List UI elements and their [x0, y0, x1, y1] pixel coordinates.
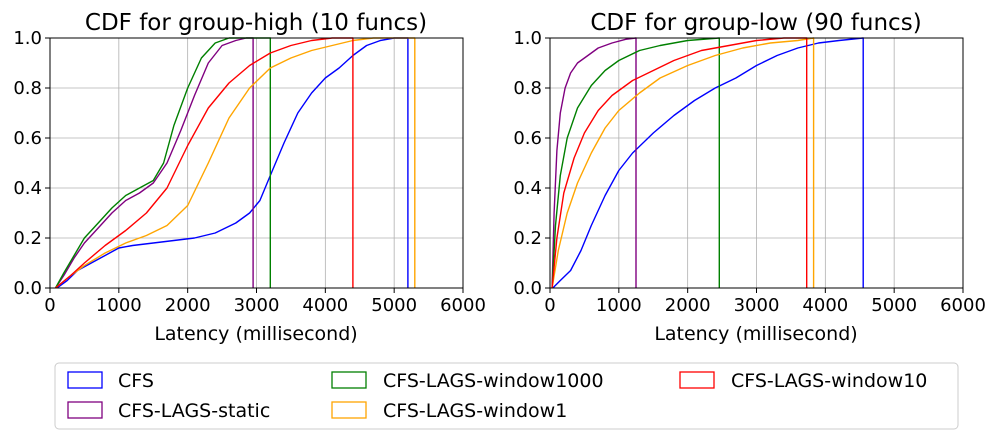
x-axis-label: Latency (millisecond) — [154, 323, 357, 345]
series-line-cfs-lags-static — [551, 37, 637, 289]
legend-entry: CFS-LAGS-window10 — [679, 370, 927, 392]
series-line-cfs — [552, 37, 864, 289]
y-tick-label: 0.2 — [513, 228, 542, 249]
legend-swatch — [67, 401, 103, 419]
legend-label: CFS-LAGS-window10 — [731, 370, 927, 392]
legend-label: CFS — [118, 370, 154, 392]
legend-label: CFS-LAGS-window1000 — [383, 370, 604, 392]
legend-label: CFS-LAGS-window1 — [383, 400, 567, 422]
chart-title: CDF for group-low (90 funcs) — [590, 10, 921, 36]
x-tick-label: 2000 — [665, 295, 711, 316]
x-tick-label: 6000 — [440, 295, 486, 316]
series-line-cfs — [56, 37, 409, 289]
x-tick-label: 6000 — [940, 295, 986, 316]
x-tick-label: 3000 — [234, 295, 280, 316]
y-tick-label: 0.2 — [13, 228, 42, 249]
x-tick-label: 5000 — [871, 295, 917, 316]
x-tick-label: 5000 — [371, 295, 417, 316]
series-line-cfs-lags-window10 — [55, 37, 354, 289]
x-tick-label: 4000 — [802, 295, 848, 316]
series-line-cfs-lags-window1000 — [551, 37, 720, 289]
y-tick-label: 0.8 — [513, 78, 542, 99]
y-tick-label: 0.4 — [513, 178, 542, 199]
y-tick-label: 0.4 — [13, 178, 42, 199]
x-tick-label: 1000 — [596, 295, 642, 316]
series-line-cfs-lags-window10 — [551, 37, 808, 289]
y-tick-label: 0.6 — [13, 128, 42, 149]
x-tick-label: 0 — [544, 295, 555, 316]
x-tick-label: 2000 — [165, 295, 211, 316]
x-tick-label: 4000 — [302, 295, 348, 316]
legend-frame — [54, 362, 959, 430]
legend-entry: CFS-LAGS-window1 — [331, 400, 567, 422]
legend-swatch — [331, 401, 367, 419]
x-tick-label: 1000 — [96, 295, 142, 316]
x-tick-label: 3000 — [734, 295, 780, 316]
legend-entry: CFS — [67, 370, 154, 392]
grid — [549, 37, 964, 289]
y-tick-label: 1.0 — [13, 28, 42, 49]
y-tick-label: 0.0 — [513, 278, 542, 299]
x-axis-label: Latency (millisecond) — [654, 323, 857, 345]
legend: CFS CFS-LAGS-window1000 CFS-LAGS-window1… — [54, 362, 959, 430]
y-tick-label: 0.6 — [513, 128, 542, 149]
chart-group-low: CDF for group-low (90 funcs) Latency (mi… — [513, 10, 986, 345]
y-tick-label: 1.0 — [513, 28, 542, 49]
legend-swatch — [67, 371, 103, 389]
legend-swatch — [679, 371, 715, 389]
chart-group-high: CDF for group-high (10 funcs) Latency (m… — [13, 10, 486, 345]
series-line-cfs-lags-static — [54, 37, 254, 289]
legend-label: CFS-LAGS-static — [118, 400, 270, 422]
series-line-cfs-lags-window1 — [551, 37, 815, 289]
legend-entry: CFS-LAGS-window1000 — [331, 370, 604, 392]
x-tick-label: 0 — [44, 295, 55, 316]
grid — [49, 37, 464, 289]
y-tick-label: 0.8 — [13, 78, 42, 99]
y-tick-label: 0.0 — [13, 278, 42, 299]
chart-title: CDF for group-high (10 funcs) — [85, 10, 427, 36]
series-line-cfs-lags-window1 — [55, 37, 416, 289]
legend-entry: CFS-LAGS-static — [67, 400, 270, 422]
legend-swatch — [331, 371, 367, 389]
